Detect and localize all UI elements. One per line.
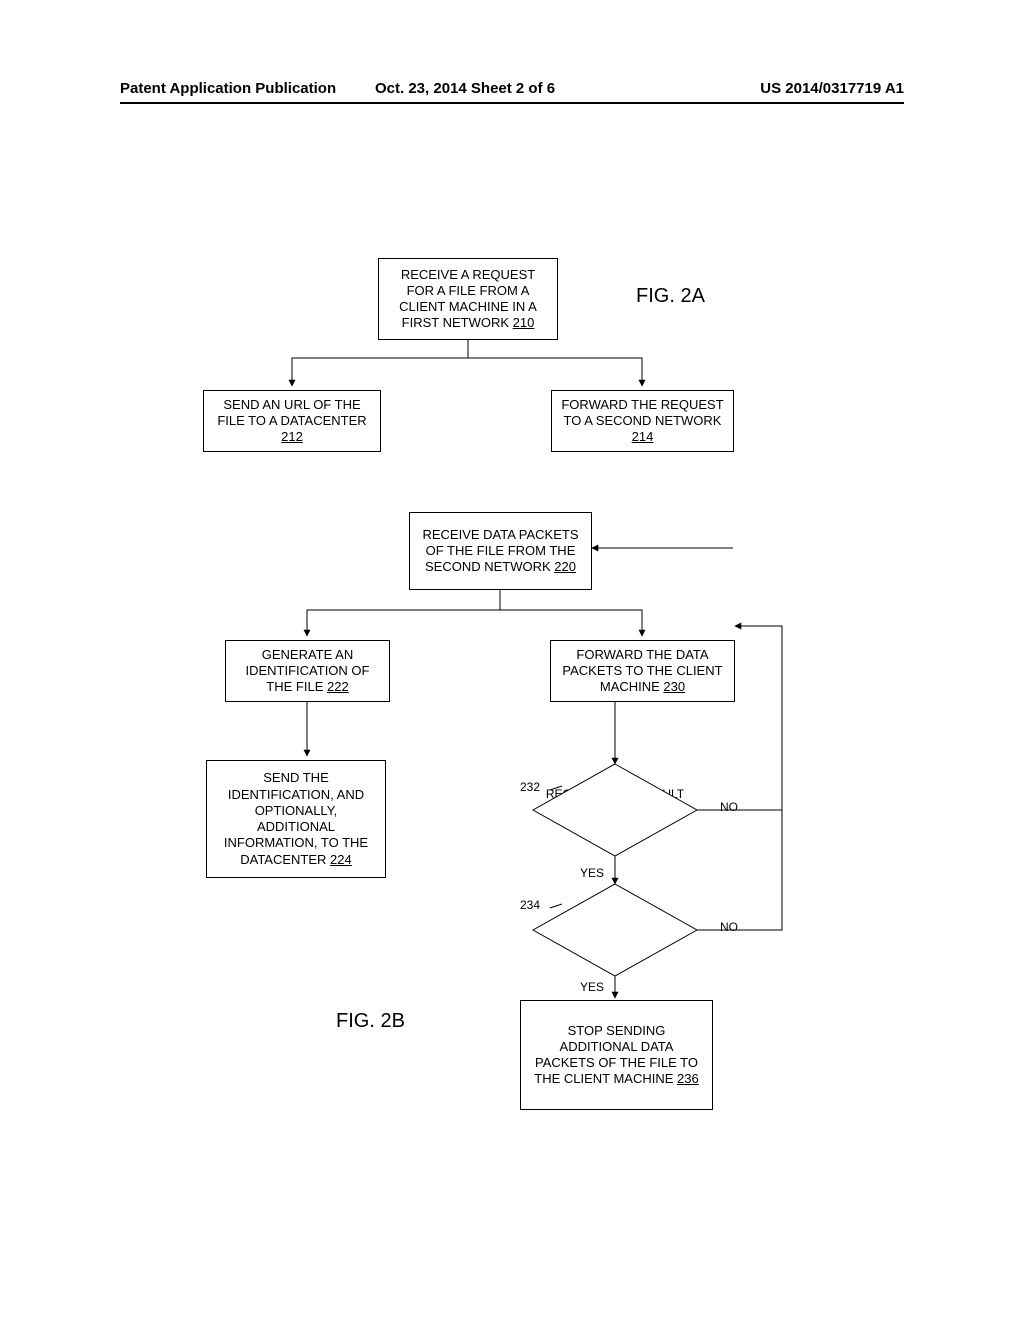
- yes-label-232: YES: [580, 866, 604, 880]
- header-rule: [120, 102, 904, 104]
- flowchart-box-220: RECEIVE DATA PACKETS OF THE FILE FROM TH…: [409, 512, 592, 590]
- no-label-232: NO: [720, 800, 738, 814]
- flowchart-box-210: RECEIVE A REQUEST FOR A FILE FROM A CLIE…: [378, 258, 558, 340]
- decision-text-234: BLOCK THE FILE BASED ON RESULT?: [545, 908, 685, 936]
- flowchart-arrows: [0, 0, 1024, 1320]
- flowchart-box-236: STOP SENDING ADDITIONAL DATA PACKETS OF …: [520, 1000, 713, 1110]
- ref-label-232: 232: [520, 780, 540, 794]
- flowchart-box-214: FORWARD THE REQUEST TO A SECOND NETWORK …: [551, 390, 734, 452]
- figure-label-2a: FIG. 2A: [636, 285, 705, 308]
- header-left: Patent Application Publication: [120, 80, 336, 97]
- flowchart-box-230: FORWARD THE DATA PACKETS TO THE CLIENT M…: [550, 640, 735, 702]
- flowchart-box-212: SEND AN URL OF THE FILE TO A DATACENTER …: [203, 390, 381, 452]
- figure-label-2b: FIG. 2B: [336, 1010, 405, 1033]
- header-right: US 2014/0317719 A1: [760, 80, 904, 97]
- header-center: Oct. 23, 2014 Sheet 2 of 6: [375, 80, 555, 97]
- yes-label-234: YES: [580, 980, 604, 994]
- ref-label-234: 234: [520, 898, 540, 912]
- flowchart-box-224: SEND THE IDENTIFICATION, AND OPTIONALLY,…: [206, 760, 386, 878]
- flowchart-box-222: GENERATE AN IDENTIFICATION OF THE FILE 2…: [225, 640, 390, 702]
- decision-text-232: RECEIVED ANY RESULT FROM DATACENTER?: [545, 788, 685, 816]
- no-label-234: NO: [720, 920, 738, 934]
